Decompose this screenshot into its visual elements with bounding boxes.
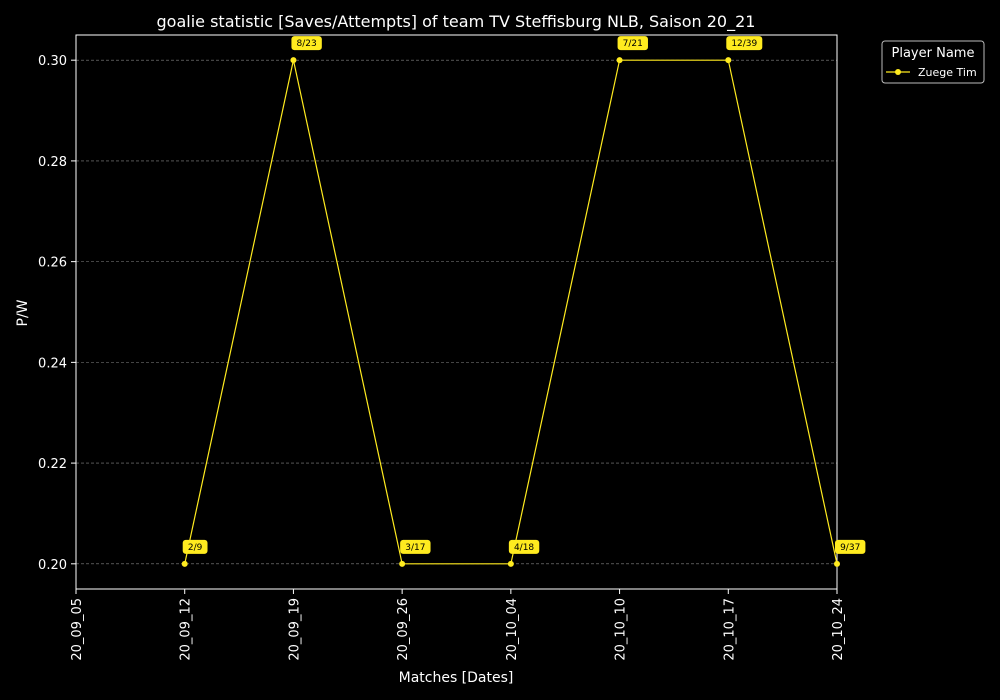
x-tick-label: 20_10_04 [505,598,520,661]
x-tick-label: 20_10_10 [614,598,629,661]
x-axis-label: Matches [Dates] [399,670,514,686]
data-label: 4/18 [514,543,534,553]
x-tick-label: 20_09_19 [287,598,302,661]
data-point [181,560,188,567]
x-axis: 20_09_05 20_09_12 20_09_19 20_09_26 20_10_04… [70,589,846,661]
x-tick-label: 20_10_17 [722,598,737,661]
data-point [507,560,514,567]
series-layer [181,57,840,567]
legend-title: Player Name [892,46,975,61]
legend-entry-zuege-tim: Zuege Tim [918,66,977,79]
data-point [834,560,840,567]
x-tick-label: 20_10_24 [831,598,846,661]
data-label: 7/21 [623,39,643,49]
data-label: 12/39 [731,39,757,49]
y-tick-label: 0.30 [38,54,67,69]
data-label: 3/17 [405,543,425,553]
data-label-box [835,539,866,554]
data-label-box [291,36,322,51]
data-label-box [508,539,540,554]
data-label-box [400,539,431,554]
y-tick-label: 0.26 [38,256,67,271]
x-tick-label: 20_09_05 [70,598,85,661]
data-point [290,57,297,64]
plot-frame [75,34,838,590]
x-tick-label: 20_09_12 [179,598,194,661]
y-tick-label: 0.20 [38,558,67,573]
data-point [725,57,732,64]
data-label-box [182,539,208,554]
data-label: 2/9 [188,543,203,553]
data-point [399,560,406,567]
data-label-box [617,36,648,51]
data-labels: 2/9 8/23 3/17 4/18 7/21 12/39 9/37 [182,36,866,554]
data-point [616,57,623,64]
y-axis-label: P/W [15,299,31,326]
chart-title: goalie statistic [Saves/Attempts] of tea… [157,12,756,32]
x-tick-label: 20_09_26 [396,598,411,661]
y-tick-label: 0.28 [38,155,67,170]
y-axis: 0.20 0.22 0.24 0.26 0.28 0.30 [38,54,76,573]
data-label: 9/37 [840,543,860,553]
legend: Player Name Zuege Tim [881,40,985,84]
data-label: 8/23 [297,39,317,49]
y-tick-label: 0.24 [38,356,67,371]
data-label-box [726,36,763,51]
y-tick-label: 0.22 [38,457,67,472]
legend-marker [895,69,901,75]
